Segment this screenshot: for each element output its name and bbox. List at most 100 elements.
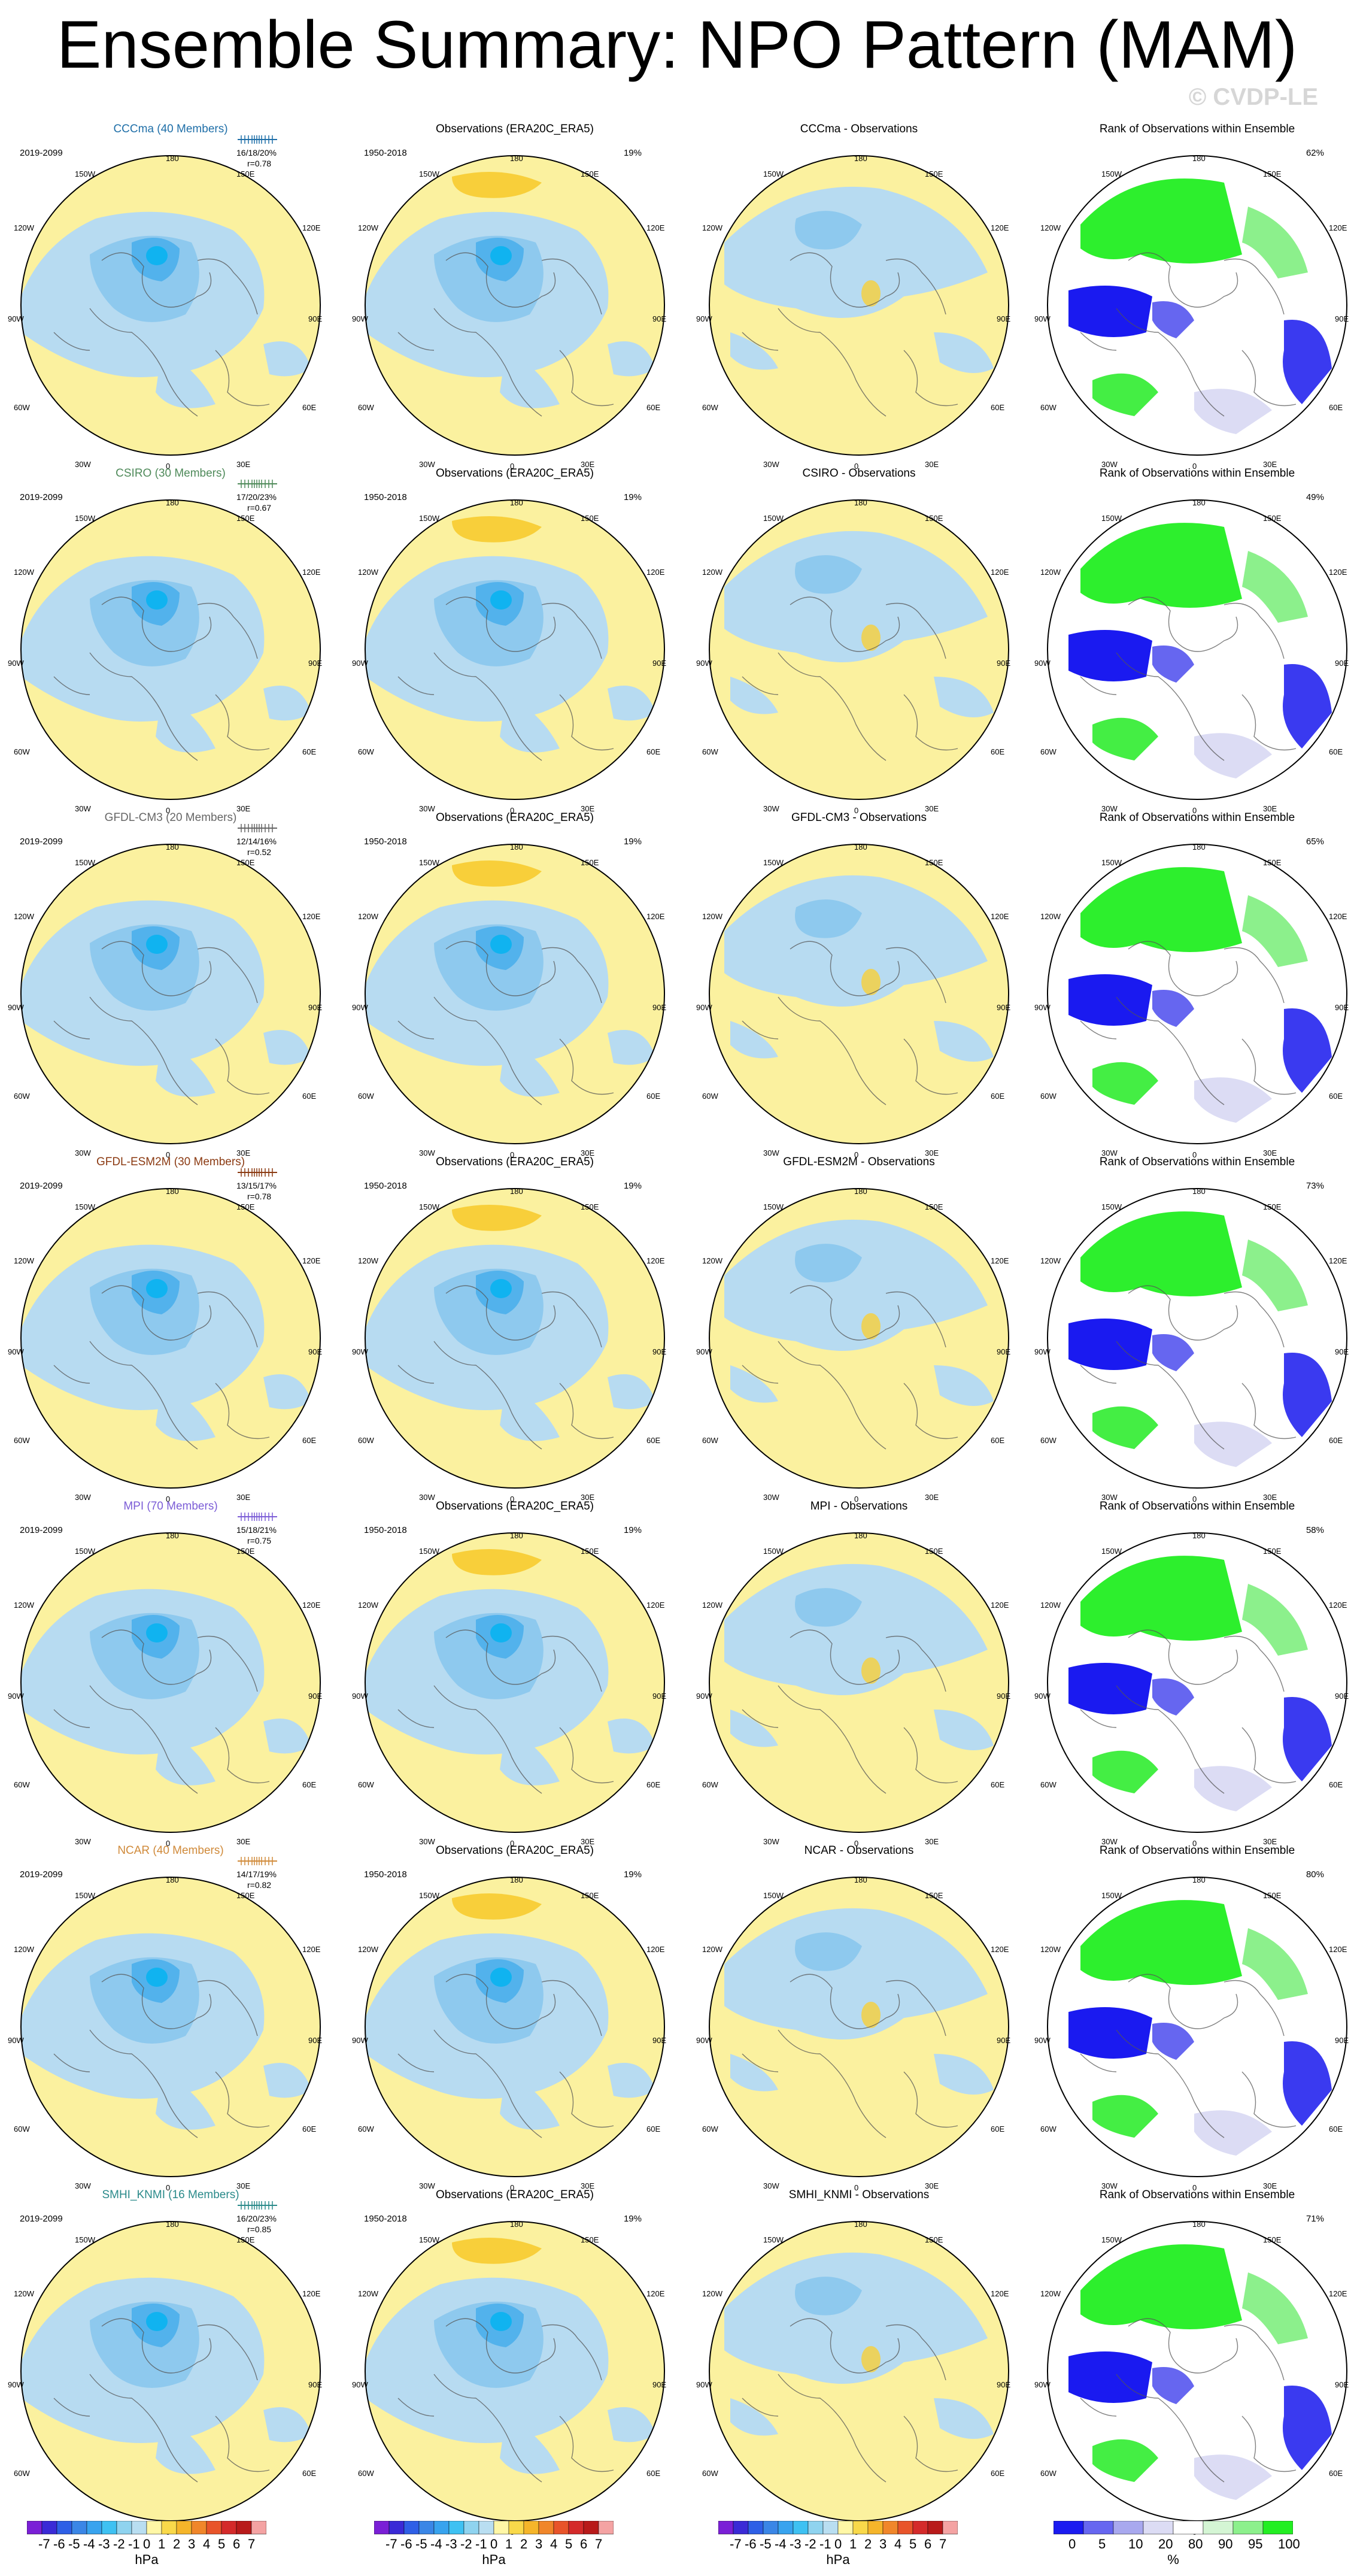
obs-panel: Observations (ERA20C_ERA5) 1950-2018 19%… [352, 811, 676, 1159]
model-map [20, 499, 321, 800]
colorbar-tick: -7 [38, 2536, 50, 2551]
model-period: 2019-2099 [20, 1181, 63, 1191]
map-label-r3: 90E [308, 2380, 323, 2389]
obs-pct: 19% [623, 837, 642, 847]
map-label-top: 180 [166, 154, 179, 163]
map-label-r3: 90E [1335, 2380, 1349, 2389]
map-label-r2: 120E [302, 1601, 321, 1610]
map-label-r5: 30E [1263, 2181, 1277, 2190]
map-label-r5: 30E [925, 1837, 939, 1846]
map-label-l4: 60W [1040, 1436, 1057, 1445]
map-label-r4: 60E [991, 1092, 1005, 1101]
map-label-r5: 30E [236, 1493, 251, 1502]
rank-map [1047, 2221, 1347, 2522]
map-label-bottom: 0 [1192, 806, 1197, 815]
map-label-r5: 30E [1263, 1837, 1277, 1846]
model-panel: SMHI_KNMI (16 Members) 2019-2099 16/20/2… [8, 2189, 332, 2536]
map-label-r3: 90E [1335, 2036, 1349, 2045]
obs-period: 1950-2018 [364, 2214, 407, 2224]
map-label-l4: 60W [358, 1436, 374, 1445]
map-label-r4: 60E [646, 1780, 661, 1789]
map-label-bottom: 0 [1192, 1150, 1197, 1159]
colorbar-tick: 3 [879, 2536, 887, 2551]
map-label-l2: 120W [1040, 1601, 1061, 1610]
hpa-colorbar-3 [718, 2521, 958, 2535]
obs-panel: Observations (ERA20C_ERA5) 1950-2018 19%… [352, 467, 676, 815]
map-label-r4: 60E [302, 1436, 317, 1445]
map-label-r2: 120E [646, 2289, 665, 2298]
colorbar-tick: 7 [939, 2536, 947, 2551]
map-label-l3: 90W [352, 1003, 368, 1012]
map-label-r1: 150E [925, 514, 943, 523]
colorbar-tick: -1 [128, 2536, 140, 2551]
rank-map [1047, 499, 1347, 800]
map-label-l5: 30W [75, 804, 91, 813]
colorbar-tick: -3 [445, 2536, 457, 2551]
map-label-r3: 90E [308, 314, 323, 323]
member-spread-icon [238, 824, 277, 832]
map-label-l1: 150W [1101, 2235, 1122, 2244]
map-label-l1: 150W [75, 514, 95, 523]
colorbar-tick: -5 [68, 2536, 80, 2551]
map-label-top: 180 [1192, 1531, 1206, 1540]
map-label-l5: 30W [1101, 1148, 1118, 1157]
map-label-bottom: 0 [510, 462, 515, 471]
map-label-r4: 60E [1329, 747, 1343, 756]
map-label-l4: 60W [14, 403, 30, 412]
colorbar-tick: 4 [550, 2536, 558, 2551]
map-label-top: 180 [510, 842, 523, 851]
colorbar-tick: 0 [490, 2536, 498, 2551]
rank-title: Rank of Observations within Ensemble [1099, 1844, 1295, 1857]
map-label-r2: 120E [1329, 1601, 1347, 1610]
colorbar-tick: -3 [98, 2536, 110, 2551]
map-label-bottom: 0 [166, 806, 171, 815]
map-label-l3: 90W [8, 1347, 24, 1356]
map-label-bottom: 0 [510, 1495, 515, 1504]
colorbar-tick: -6 [400, 2536, 412, 2551]
map-label-r4: 60E [646, 2125, 661, 2133]
colorbar-tick: 3 [535, 2536, 543, 2551]
map-label-r3: 90E [997, 659, 1011, 668]
map-label-l1: 150W [763, 514, 784, 523]
member-spread-icon [238, 1513, 277, 1521]
colorbar-tick: 0 [834, 2536, 842, 2551]
colorbar-tick: -3 [790, 2536, 802, 2551]
map-label-l2: 120W [1040, 1945, 1061, 1954]
map-label-bottom: 0 [854, 1495, 859, 1504]
map-label-r2: 120E [991, 2289, 1009, 2298]
map-label-top: 180 [1192, 1875, 1206, 1884]
map-label-r1: 150E [236, 1547, 255, 1556]
model-stats: 16/20/23% [236, 2214, 277, 2223]
map-label-l3: 90W [696, 659, 712, 668]
model-title: SMHI_KNMI (16 Members) [102, 2189, 239, 2201]
colorbar-tick: 95 [1248, 2536, 1263, 2551]
rank-pct: 73% [1306, 1181, 1324, 1191]
map-label-r1: 150E [925, 1891, 943, 1900]
map-label-top: 180 [854, 1187, 867, 1196]
map-label-l3: 90W [8, 659, 24, 668]
model-period: 2019-2099 [20, 1525, 63, 1535]
map-label-l3: 90W [352, 2380, 368, 2389]
map-label-r3: 90E [997, 314, 1011, 323]
rank-panel: Rank of Observations within Ensemble 80%… [1034, 1844, 1354, 2192]
map-label-r5: 30E [925, 804, 939, 813]
obs-panel: Observations (ERA20C_ERA5) 1950-2018 19%… [352, 1500, 676, 1848]
colorbar-tick: -4 [430, 2536, 442, 2551]
model-panel: MPI (70 Members) 2019-2099 15/18/21% r=0… [8, 1500, 332, 1848]
map-label-l1: 150W [75, 1891, 95, 1900]
map-label-r3: 90E [308, 659, 323, 668]
map-label-l4: 60W [14, 747, 30, 756]
rank-panel: Rank of Observations within Ensemble 71%… [1034, 2189, 1354, 2536]
map-label-l1: 150W [1101, 1891, 1122, 1900]
diff-panel: CSIRO - Observations 180 0 150W 150E 120W 120… [696, 467, 1021, 815]
map-label-r3: 90E [997, 2036, 1011, 2045]
map-label-r5: 30E [1263, 1493, 1277, 1502]
model-title: MPI (70 Members) [123, 1500, 218, 1513]
map-label-r3: 90E [997, 2380, 1011, 2389]
map-label-r5: 30E [581, 460, 595, 469]
member-spread-icon [238, 1168, 277, 1177]
model-map [20, 844, 321, 1144]
map-label-r1: 150E [581, 1202, 599, 1211]
obs-map [365, 155, 665, 456]
map-label-l2: 120W [14, 1601, 34, 1610]
